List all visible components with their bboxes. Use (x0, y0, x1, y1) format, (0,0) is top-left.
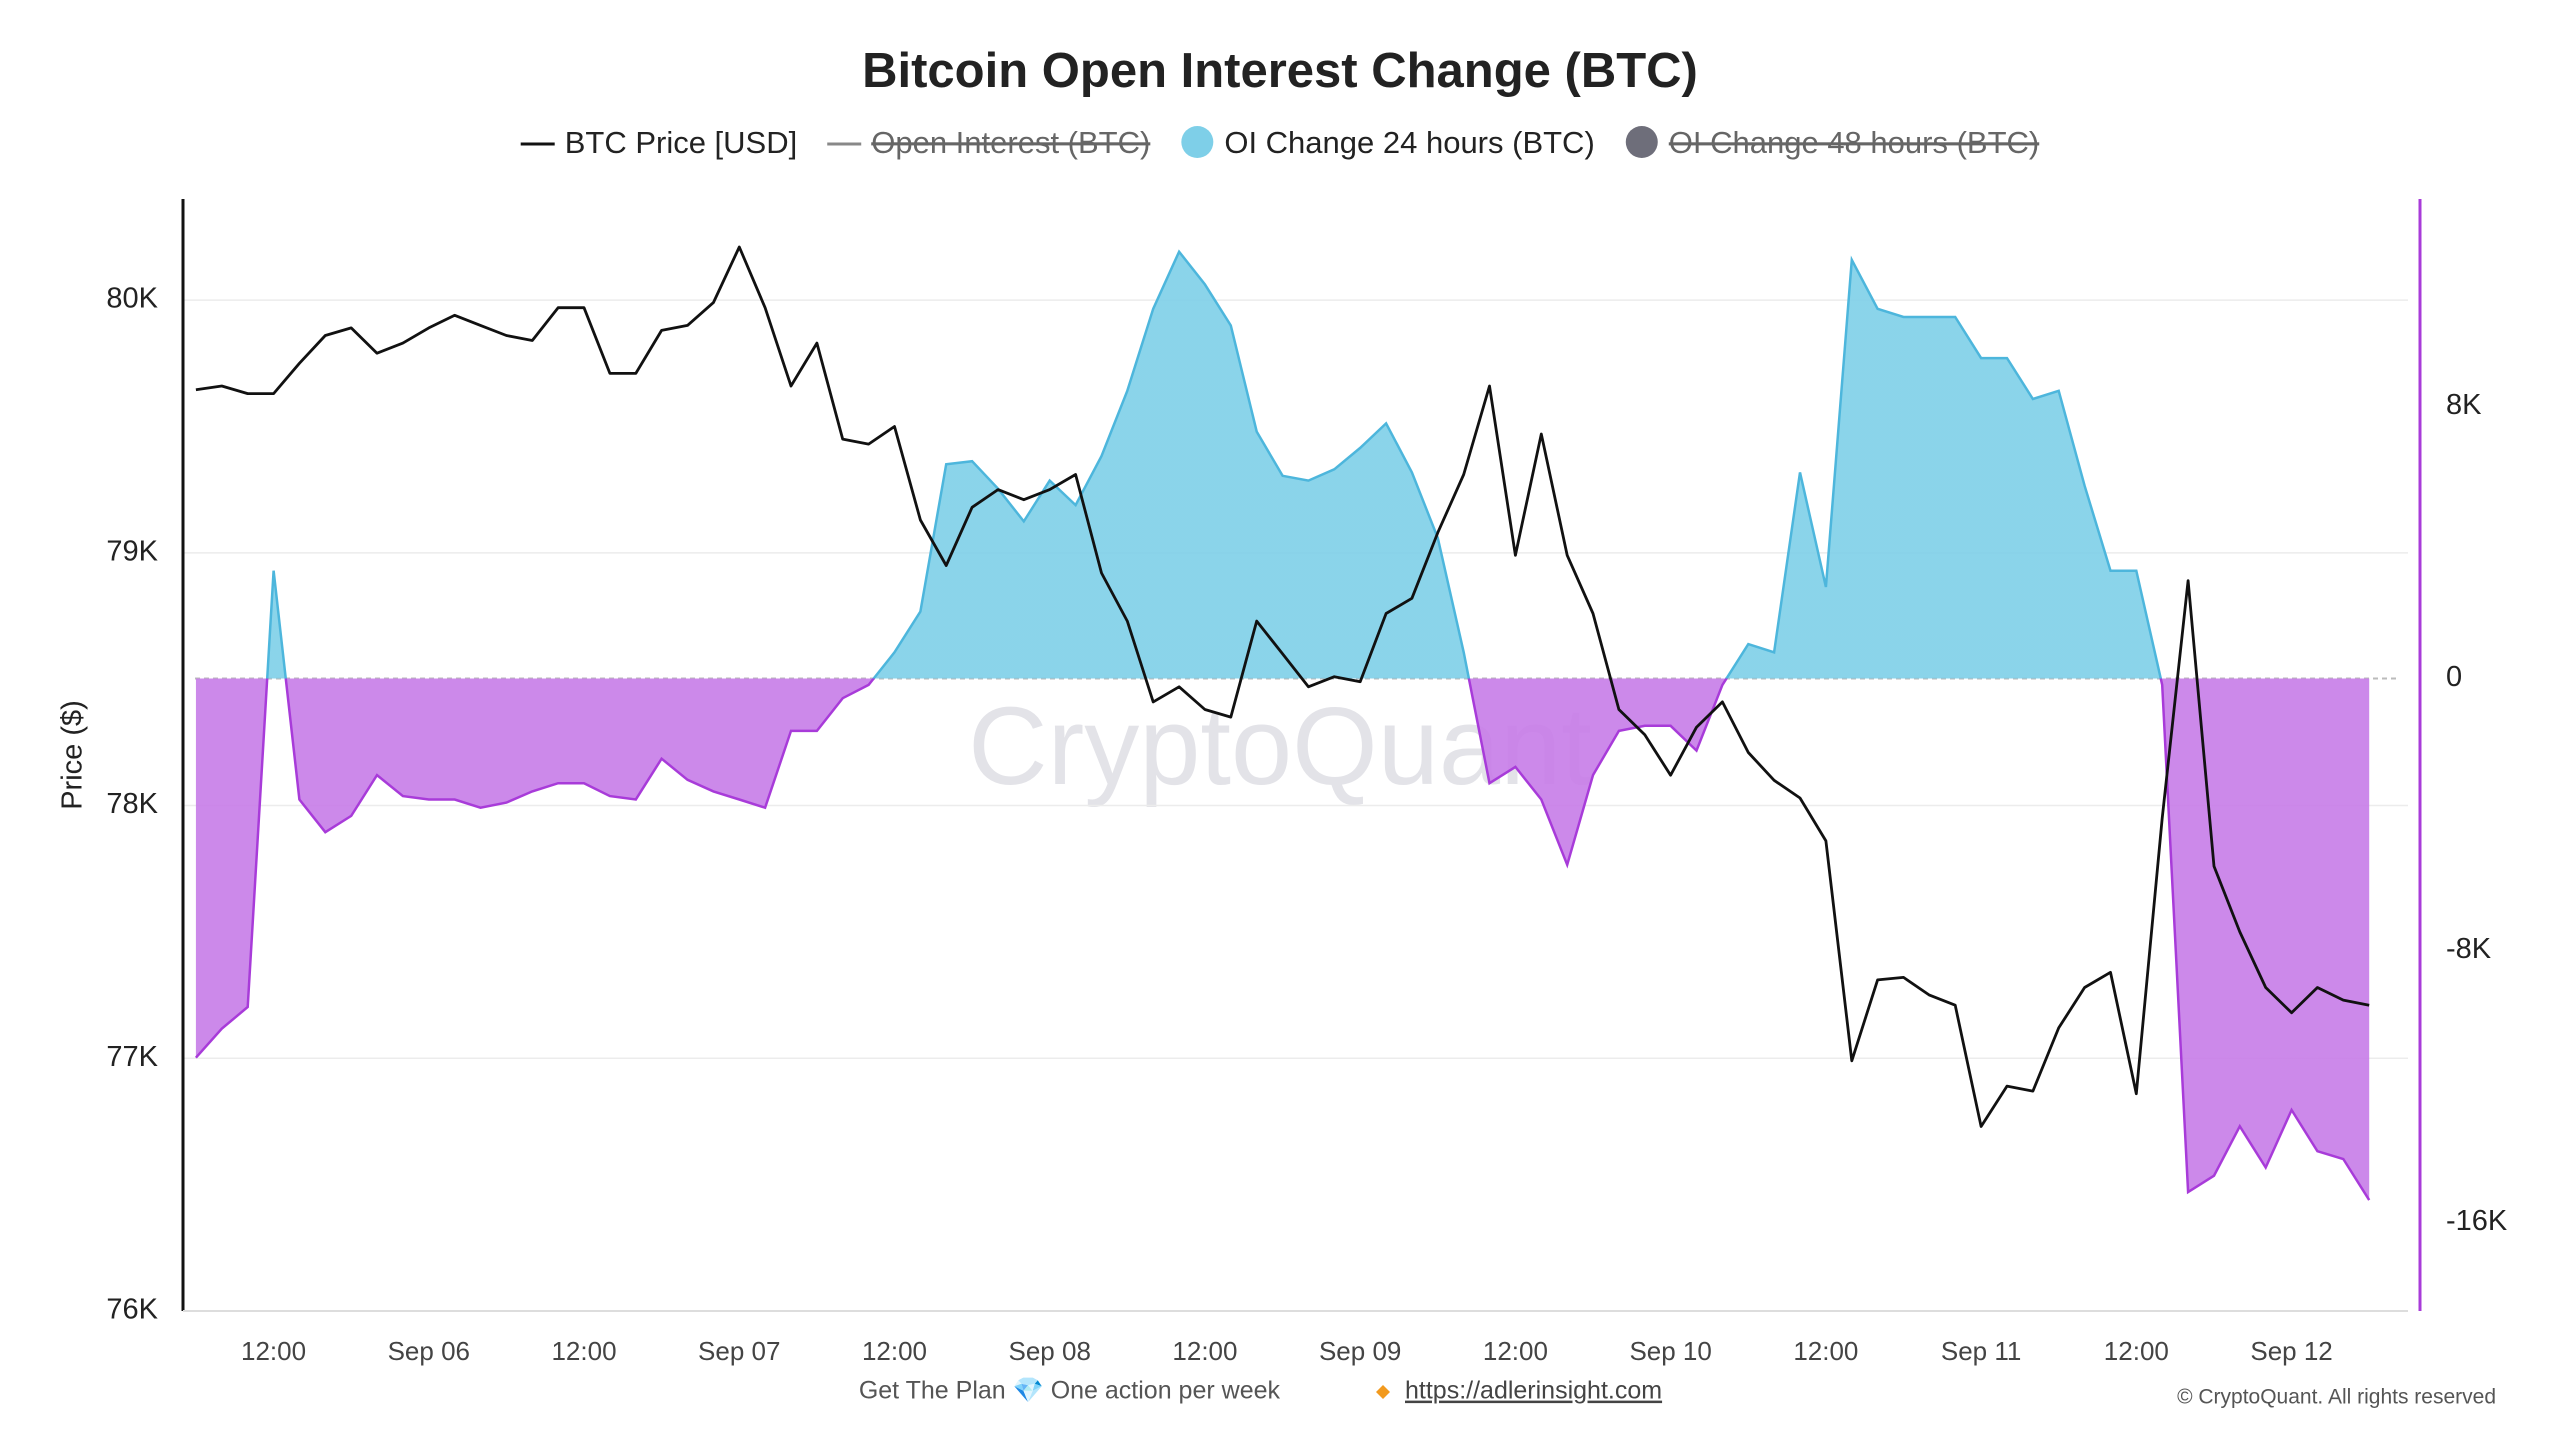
legend-item[interactable]: OI Change 24 hours (BTC) (1181, 125, 1595, 160)
x-tick-label: 12:00 (1793, 1336, 1858, 1366)
legend-item[interactable]: BTC Price [USD] (520, 125, 798, 160)
x-tick-label: 12:00 (551, 1336, 616, 1366)
legend-item[interactable]: Open Interest (BTC) (827, 125, 1150, 160)
y-tick-label: 77K (106, 1041, 158, 1073)
x-tick-label: 12:00 (241, 1336, 306, 1366)
x-tick-label: Sep 08 (1009, 1336, 1091, 1366)
y2-tick-label: 0 (2446, 661, 2462, 693)
y2-tick-label: -16K (2446, 1205, 2508, 1237)
price-line (195, 245, 2370, 1128)
legend-marker (1625, 126, 1658, 158)
legend-label: Open Interest (BTC) (871, 125, 1150, 160)
legend: BTC Price [USD] Open Interest (BTC) OI Cha… (520, 125, 2039, 160)
x-tick-label: 12:00 (2104, 1336, 2169, 1366)
x-tick-label: 12:00 (1172, 1336, 1237, 1366)
copyright: © CryptoQuant. All rights reserved (2177, 1386, 2496, 1409)
x-tick-label: Sep 10 (1629, 1336, 1711, 1366)
area-edge (194, 249, 2371, 1201)
y-tick-label: 80K (106, 283, 158, 315)
y2-tick-label: -8K (2446, 933, 2492, 965)
footer-text: Get The Plan 💎 One action per week (859, 1377, 1281, 1405)
x-tick-label: Sep 11 (1941, 1336, 2021, 1366)
x-tick-label: Sep 07 (698, 1336, 780, 1366)
chart-title: Bitcoin Open Interest Change (BTC) (862, 44, 1698, 98)
area (195, 251, 2370, 1201)
legend-label: OI Change 48 hours (BTC) (1669, 125, 2039, 160)
x-tick-label: Sep 09 (1319, 1336, 1401, 1366)
legend-marker (1181, 126, 1214, 158)
x-tick-label: Sep 06 (388, 1336, 470, 1366)
y2-tick-label: 8K (2446, 389, 2482, 421)
legend-label: OI Change 24 hours (BTC) (1224, 125, 1594, 160)
y-tick-label: 76K (106, 1294, 158, 1326)
footer-link[interactable]: https://adlerinsight.com (1405, 1377, 1662, 1405)
footer-icon (1376, 1385, 1390, 1399)
x-tick-label: 12:00 (862, 1336, 927, 1366)
y-tick-label: 78K (106, 788, 158, 820)
legend-item[interactable]: OI Change 48 hours (BTC) (1625, 125, 2039, 160)
legend-label: BTC Price [USD] (565, 125, 798, 160)
x-tick-label: Sep 12 (2250, 1336, 2332, 1366)
x-tick-label: 12:00 (1483, 1336, 1548, 1366)
y-axis-label: Price ($) (57, 700, 89, 810)
y-tick-label: 79K (106, 535, 158, 567)
